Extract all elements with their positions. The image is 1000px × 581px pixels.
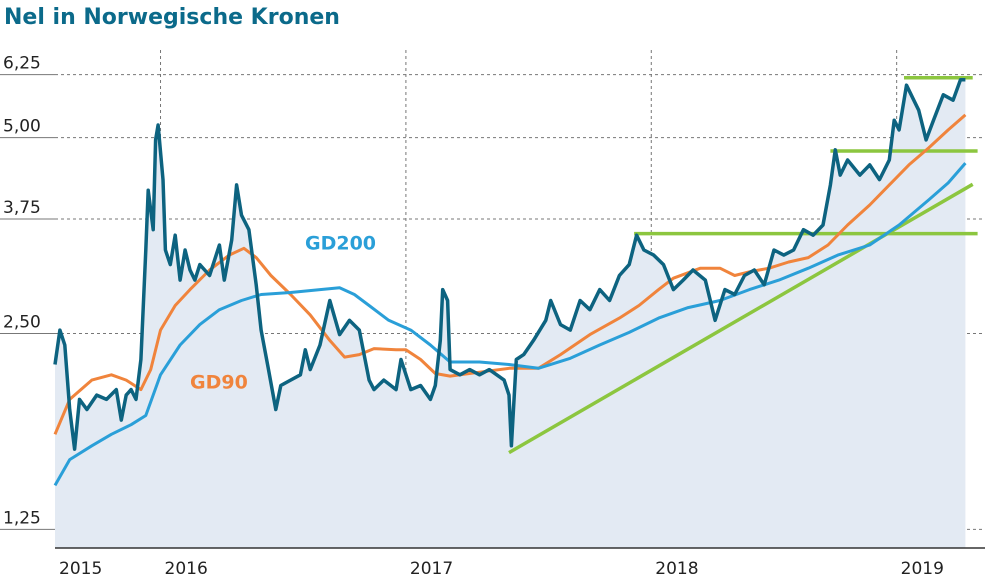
chart-title: Nel in Norwegische Kronen [4,5,340,30]
x-tick-label: 2015 [59,559,102,579]
x-tick-label: 2019 [901,559,944,579]
x-tick-label: 2016 [165,559,208,579]
series-line [53,77,966,451]
y-tick-label: 1,25 [3,508,41,528]
series-label: GD200 [305,233,376,255]
series-line [53,113,967,435]
price-area [55,79,966,548]
y-tick-label: 2,50 [3,312,41,332]
x-tick-label: 2017 [410,559,453,579]
y-tick-label: 5,00 [3,117,41,137]
x-tick-label: 2018 [655,559,698,579]
series-line [53,162,967,487]
y-tick-label: 3,75 [3,198,41,218]
series-label: GD90 [190,372,248,394]
y-tick-label: 6,25 [3,54,41,74]
